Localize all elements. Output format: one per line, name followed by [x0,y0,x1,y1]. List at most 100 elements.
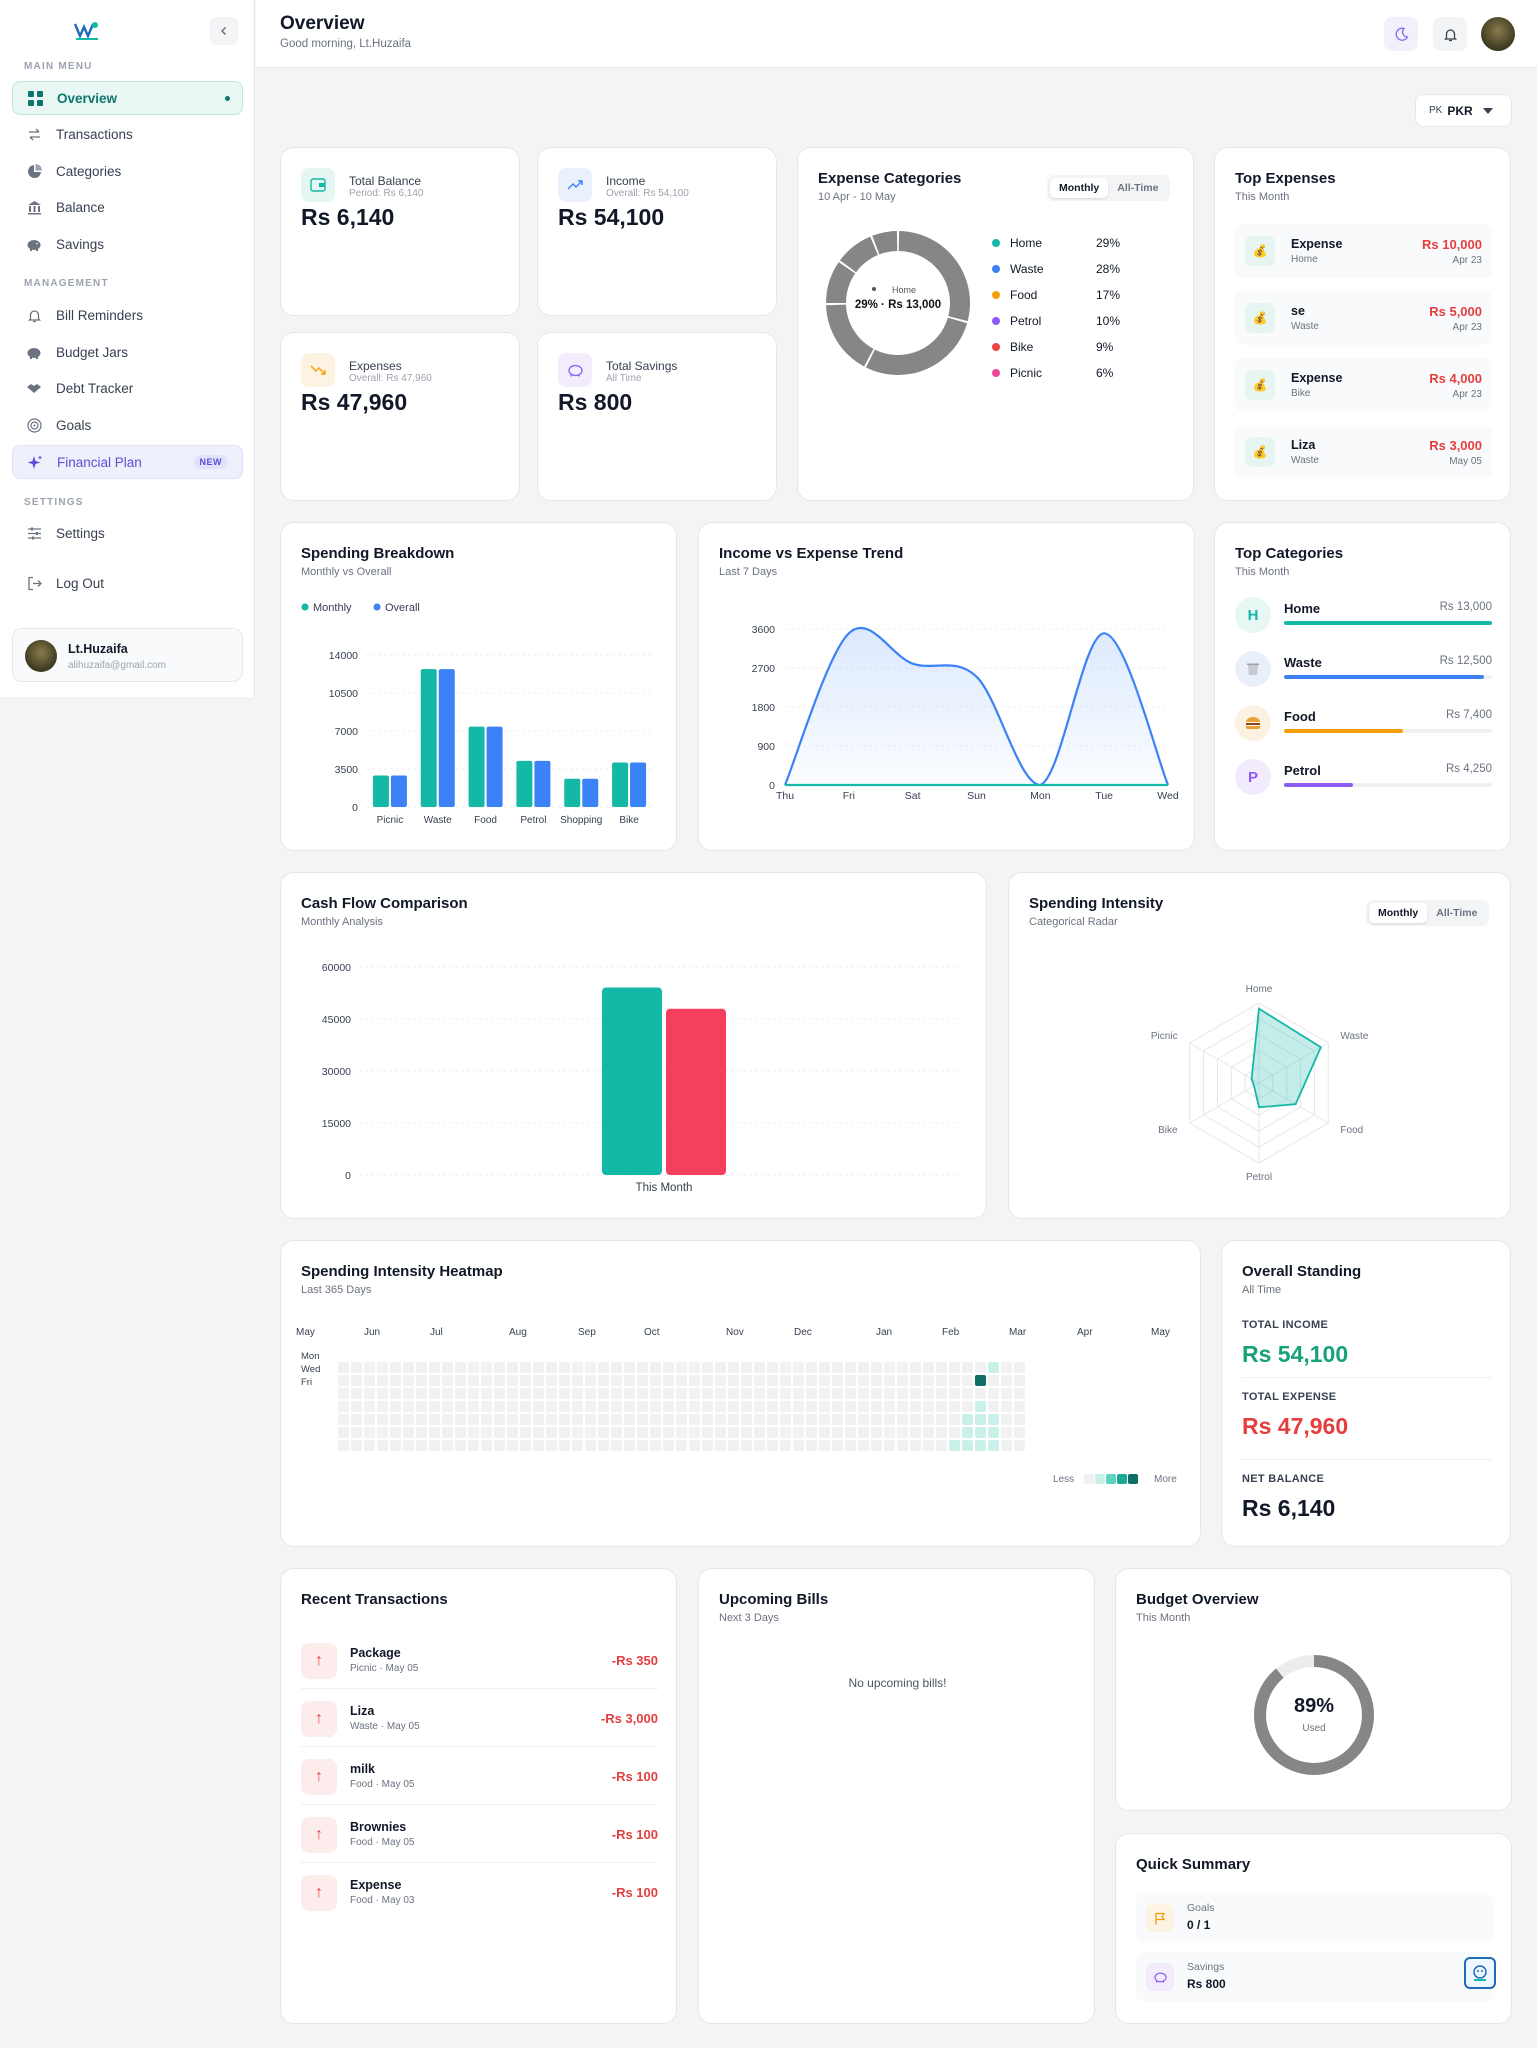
sidebar-item-logout[interactable]: Log Out [12,566,243,600]
heatmap-cell[interactable] [858,1388,869,1399]
heatmap-cell[interactable] [1001,1362,1012,1373]
heatmap-cell[interactable] [819,1401,830,1412]
heatmap-cell[interactable] [520,1440,531,1451]
heatmap-cell[interactable] [507,1362,518,1373]
heatmap-cell[interactable] [910,1440,921,1451]
radar-series[interactable] [1250,1007,1322,1109]
heatmap-cell[interactable] [754,1440,765,1451]
heatmap-cell[interactable] [962,1427,973,1438]
heatmap-cell[interactable] [403,1375,414,1386]
heatmap-cell[interactable] [793,1414,804,1425]
heatmap-cell[interactable] [533,1388,544,1399]
legend-item[interactable]: Bike 9% [992,340,1132,354]
heatmap-cell[interactable] [975,1375,986,1386]
heatmap-cell[interactable] [858,1440,869,1451]
sidebar-item-balance[interactable]: Balance [12,190,243,224]
heatmap-cell[interactable] [546,1440,557,1451]
heatmap-cell[interactable] [897,1440,908,1451]
heatmap-cell[interactable] [611,1375,622,1386]
heatmap-cell[interactable] [442,1388,453,1399]
heatmap-cell[interactable] [455,1388,466,1399]
heatmap-cell[interactable] [754,1375,765,1386]
heatmap-cell[interactable] [676,1414,687,1425]
header-avatar[interactable] [1481,17,1515,51]
heatmap-cell[interactable] [598,1401,609,1412]
heatmap-cell[interactable] [507,1388,518,1399]
sidebar-item-categories[interactable]: Categories [12,154,243,188]
heatmap-cell[interactable] [637,1440,648,1451]
heatmap-cell[interactable] [936,1401,947,1412]
heatmap-cell[interactable] [767,1414,778,1425]
heatmap-cell[interactable] [637,1375,648,1386]
heatmap-cell[interactable] [637,1388,648,1399]
sidebar-item-settings[interactable]: Settings [12,516,243,550]
heatmap-cell[interactable] [780,1401,791,1412]
heatmap-cell[interactable] [715,1427,726,1438]
sidebar-item-debt-tracker[interactable]: Debt Tracker [12,371,243,405]
heatmap-cell[interactable] [910,1427,921,1438]
heatmap-cell[interactable] [377,1388,388,1399]
heatmap-cell[interactable] [871,1401,882,1412]
heatmap-cell[interactable] [741,1375,752,1386]
heatmap-cell[interactable] [884,1388,895,1399]
legend-item[interactable]: Picnic 6% [992,366,1132,380]
heatmap-cell[interactable] [767,1401,778,1412]
heatmap-cell[interactable] [650,1375,661,1386]
heatmap-cell[interactable] [598,1414,609,1425]
donut-slice[interactable] [865,317,968,375]
heatmap-cell[interactable] [676,1427,687,1438]
heatmap-cell[interactable] [975,1388,986,1399]
heatmap-cell[interactable] [403,1414,414,1425]
heatmap-cell[interactable] [520,1362,531,1373]
heatmap-cell[interactable] [338,1401,349,1412]
heatmap-cell[interactable] [364,1375,375,1386]
heatmap-cell[interactable] [767,1427,778,1438]
heatmap-cell[interactable] [702,1401,713,1412]
bar[interactable] [420,669,437,807]
heatmap-cell[interactable] [650,1362,661,1373]
heatmap-cell[interactable] [689,1375,700,1386]
heatmap-cell[interactable] [650,1440,661,1451]
heatmap-cell[interactable] [364,1427,375,1438]
heatmap-cell[interactable] [481,1401,492,1412]
heatmap-cell[interactable] [754,1362,765,1373]
heatmap-cell[interactable] [910,1388,921,1399]
heatmap-cell[interactable] [845,1362,856,1373]
heatmap-cell[interactable] [663,1388,674,1399]
heatmap-cell[interactable] [650,1427,661,1438]
heatmap-cell[interactable] [338,1375,349,1386]
heatmap-cell[interactable] [936,1427,947,1438]
heatmap-cell[interactable] [676,1440,687,1451]
heatmap-cell[interactable] [884,1375,895,1386]
donut-slice[interactable] [872,231,898,255]
heatmap-cell[interactable] [897,1427,908,1438]
heatmap-cell[interactable] [1014,1388,1025,1399]
heatmap-cell[interactable] [546,1427,557,1438]
heatmap-cell[interactable] [390,1427,401,1438]
heatmap-cell[interactable] [650,1401,661,1412]
heatmap-cell[interactable] [585,1362,596,1373]
heatmap-cell[interactable] [455,1427,466,1438]
heatmap-cell[interactable] [871,1427,882,1438]
heatmap-cell[interactable] [871,1375,882,1386]
donut-slice[interactable] [898,231,970,322]
heatmap-cell[interactable] [910,1401,921,1412]
sidebar-item-budget-jars[interactable]: Budget Jars [12,335,243,369]
heatmap-cell[interactable] [871,1362,882,1373]
heatmap-cell[interactable] [702,1440,713,1451]
heatmap-cell[interactable] [715,1375,726,1386]
heatmap-cell[interactable] [494,1427,505,1438]
heatmap-cell[interactable] [572,1440,583,1451]
heatmap-cell[interactable] [871,1414,882,1425]
heatmap-cell[interactable] [923,1375,934,1386]
heatmap-cell[interactable] [975,1401,986,1412]
heatmap-cell[interactable] [871,1440,882,1451]
heatmap-cell[interactable] [494,1388,505,1399]
heatmap-cell[interactable] [988,1362,999,1373]
heatmap-cell[interactable] [858,1362,869,1373]
heatmap-cell[interactable] [364,1440,375,1451]
heatmap-cell[interactable] [351,1427,362,1438]
heatmap-cell[interactable] [364,1414,375,1425]
heatmap-cell[interactable] [819,1388,830,1399]
legend-item[interactable]: Petrol 10% [992,314,1132,328]
